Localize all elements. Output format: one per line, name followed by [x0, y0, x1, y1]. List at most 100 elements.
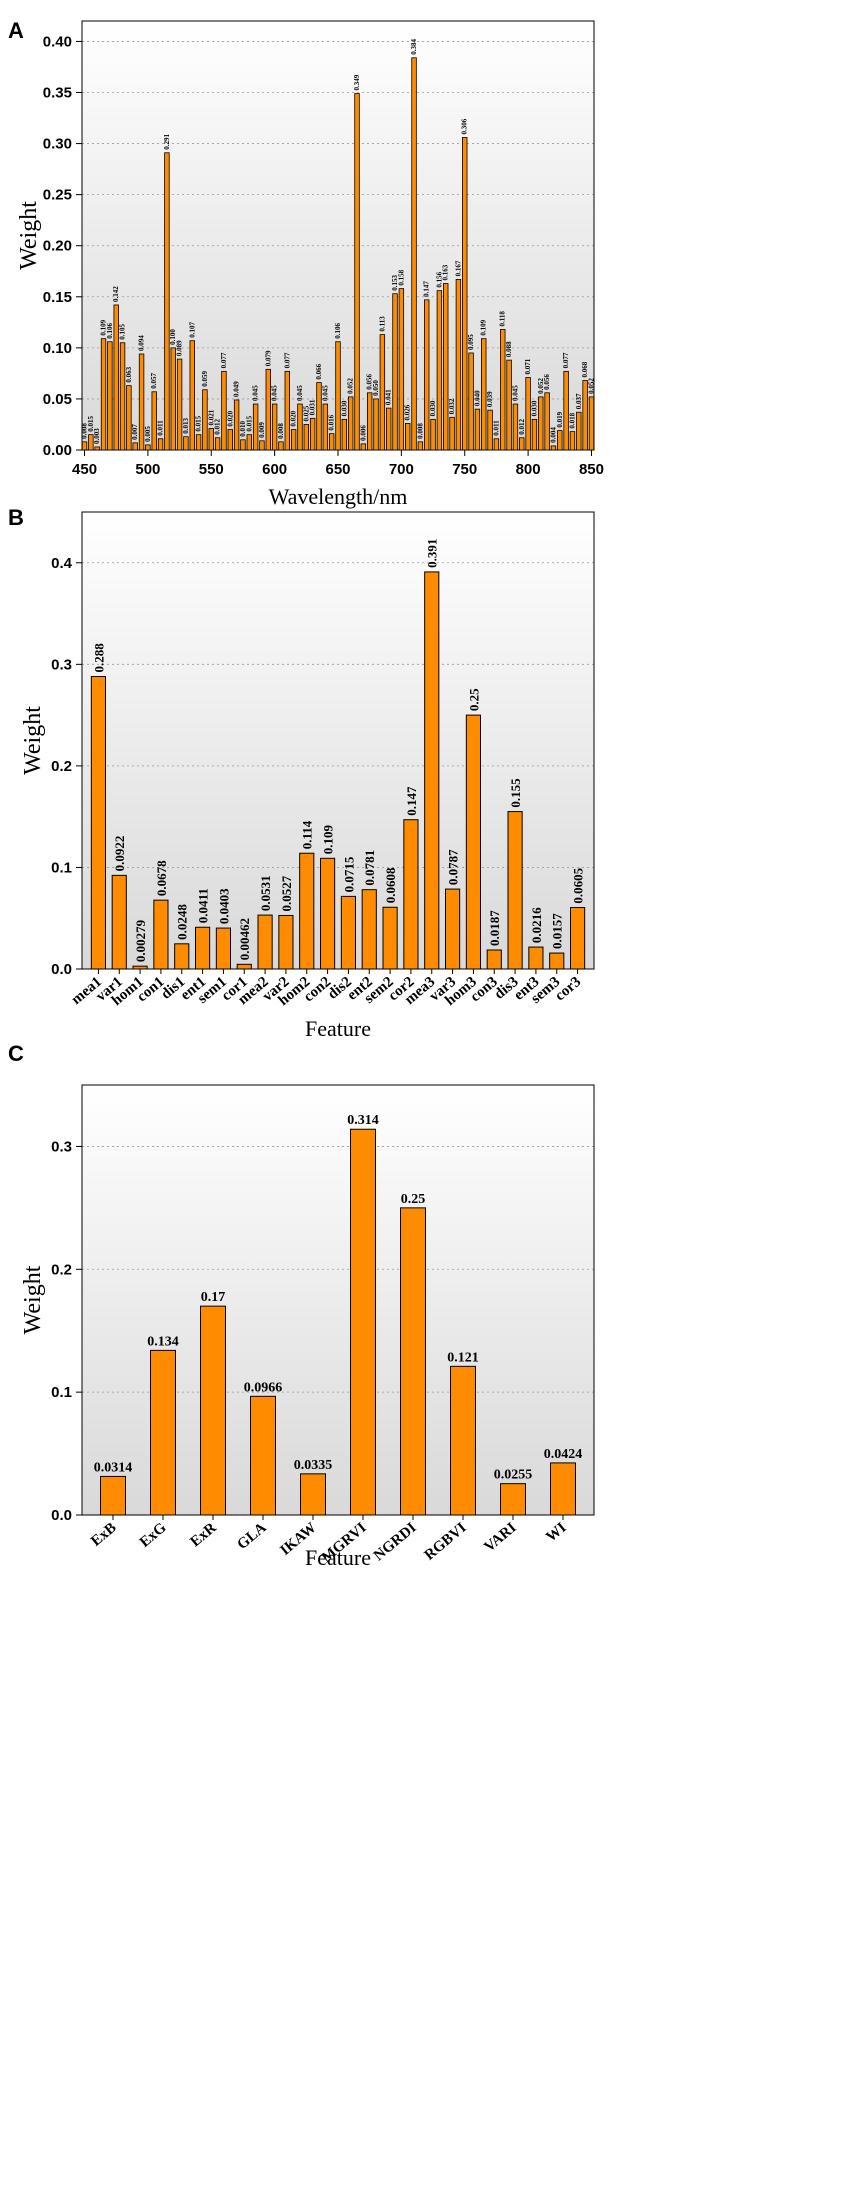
y-tick-label: 0.2 [51, 758, 72, 775]
data-label: 0.291 [163, 134, 171, 150]
bar [100, 1475, 126, 1516]
data-label: 0.109 [321, 825, 336, 855]
bar [233, 399, 240, 451]
bar [550, 445, 557, 451]
bar [481, 338, 487, 451]
bar [576, 411, 582, 451]
x-tick-label: ExR [188, 1520, 220, 1551]
data-label: 0.106 [334, 322, 342, 338]
bar [250, 1395, 276, 1516]
bar [126, 385, 132, 451]
data-label: 0.077 [562, 352, 570, 368]
data-label: 0.17 [201, 1290, 226, 1305]
y-axis-label: Weight [20, 1265, 46, 1334]
bar [290, 429, 297, 451]
y-tick-label: 0.2 [51, 1261, 72, 1278]
data-label: 0.007 [131, 424, 139, 440]
data-label: 0.077 [283, 352, 291, 368]
data-label: 0.018 [568, 412, 576, 428]
data-label: 0.118 [499, 311, 507, 327]
data-label: 0.109 [100, 319, 108, 335]
bar [347, 396, 354, 451]
bar [468, 352, 474, 451]
x-tick-label: VARI [481, 1520, 519, 1556]
data-label: 0.114 [300, 820, 315, 849]
bar [403, 819, 419, 970]
x-tick-label: 700 [389, 461, 414, 478]
x-tick-label: 500 [135, 461, 160, 478]
x-tick-label: ExG [137, 1520, 170, 1551]
data-label: 0.109 [480, 319, 488, 335]
data-label: 0.005 [144, 426, 152, 442]
bar [107, 341, 113, 451]
data-label: 0.003 [93, 428, 101, 444]
bar [278, 914, 294, 970]
data-label: 0.015 [87, 415, 95, 431]
bar [303, 424, 310, 451]
y-tick-label: 0.00 [43, 442, 72, 459]
bar [257, 914, 273, 970]
bar [299, 852, 315, 970]
x-tick-label: 550 [199, 461, 224, 478]
data-label: 0.00462 [237, 918, 252, 960]
data-label: 0.045 [511, 385, 519, 401]
data-label: 0.037 [575, 393, 583, 409]
bar [443, 283, 449, 451]
data-label: 0.056 [543, 374, 551, 390]
bar [373, 398, 379, 451]
bar [150, 1349, 176, 1516]
data-label: 0.147 [404, 786, 419, 816]
data-label: 0.25 [401, 1192, 426, 1207]
bar [398, 288, 405, 451]
bar [300, 1473, 326, 1516]
bar [519, 437, 525, 451]
data-label: 0.156 [435, 271, 443, 287]
bar [549, 952, 565, 970]
panel-c-chart: C 0.0 0.1 0.2 0.3 Feature Weight 0.0314 ExB 0.134… [8, 1041, 595, 1570]
data-label: 0.013 [182, 417, 190, 433]
data-label: 0.384 [410, 39, 418, 55]
bar [449, 416, 455, 451]
bar [550, 1462, 576, 1516]
bar [151, 391, 157, 451]
bar [424, 571, 440, 970]
bar [588, 396, 595, 451]
bar [360, 443, 367, 451]
x-axis-label: Feature [305, 1016, 371, 1041]
bar [507, 811, 523, 970]
plot-frame [81, 1084, 595, 1516]
data-label: 0.015 [245, 415, 253, 431]
data-label: 0.088 [505, 341, 513, 357]
bar [202, 389, 208, 451]
bar [570, 907, 586, 970]
bar [486, 949, 502, 970]
bar [271, 403, 278, 451]
bar [455, 279, 462, 451]
data-label: 0.306 [461, 118, 469, 134]
y-tick-label: 0.3 [51, 1138, 72, 1155]
bar [557, 430, 563, 451]
x-tick-label: GLA [234, 1520, 269, 1553]
data-label: 0.095 [467, 334, 475, 350]
data-label: 0.0216 [529, 907, 544, 943]
bar [174, 943, 190, 970]
data-label: 0.00279 [133, 919, 148, 962]
data-label: 0.0403 [216, 888, 231, 924]
bar [138, 353, 145, 451]
data-label: 0.0157 [550, 913, 565, 949]
bar [208, 428, 214, 451]
y-axis-label: Weight [16, 201, 42, 270]
data-label: 0.008 [81, 423, 89, 439]
data-label: 0.004 [549, 427, 557, 443]
data-label: 0.0248 [175, 904, 190, 940]
data-label: 0.030 [429, 400, 437, 416]
bar [474, 408, 481, 451]
data-label: 0.121 [447, 1350, 479, 1365]
data-label: 0.077 [220, 352, 228, 368]
x-tick-label: 650 [325, 461, 350, 478]
bar [81, 441, 88, 451]
x-axis-label: Feature [305, 1545, 371, 1570]
x-tick-label: 800 [516, 461, 541, 478]
bar [170, 347, 176, 451]
